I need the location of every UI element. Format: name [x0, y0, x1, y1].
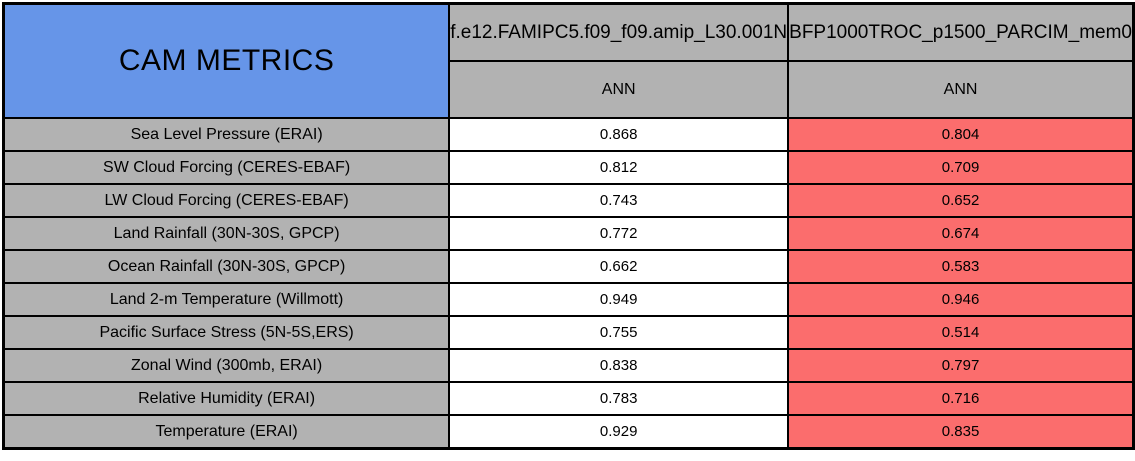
metric-label: SW Cloud Forcing (CERES-EBAF)	[2, 150, 451, 185]
metric-label: Land 2-m Temperature (Willmott)	[2, 282, 451, 317]
cam-metrics-table: CAM METRICS f.e12.FAMIPC5.f09_f09.amip_L…	[2, 2, 1135, 450]
metric-value-run1: 0.838	[448, 348, 790, 383]
metric-value-run2: 0.514	[787, 315, 1135, 350]
run-name-header-2: BFP1000TROC_p1500_PARCIM_mem0	[787, 2, 1135, 62]
metric-value-run1: 0.812	[448, 150, 790, 185]
metric-value-run1: 0.772	[448, 216, 790, 251]
metric-label: Temperature (ERAI)	[2, 414, 451, 450]
table-row: Relative Humidity (ERAI) 0.783 0.716	[2, 381, 1135, 416]
table-row: Pacific Surface Stress (5N-5S,ERS) 0.755…	[2, 315, 1135, 350]
metric-label: Relative Humidity (ERAI)	[2, 381, 451, 416]
table-row: Ocean Rainfall (30N-30S, GPCP) 0.662 0.5…	[2, 249, 1135, 284]
metric-label: Zonal Wind (300mb, ERAI)	[2, 348, 451, 383]
run-name-header-1: f.e12.FAMIPC5.f09_f09.amip_L30.001N	[448, 2, 790, 62]
metric-label: Pacific Surface Stress (5N-5S,ERS)	[2, 315, 451, 350]
table-row: LW Cloud Forcing (CERES-EBAF) 0.743 0.65…	[2, 183, 1135, 218]
season-header-2: ANN	[787, 60, 1135, 119]
metric-value-run1: 0.743	[448, 183, 790, 218]
metric-value-run1: 0.929	[448, 414, 790, 450]
table-row: Temperature (ERAI) 0.929 0.835	[2, 414, 1135, 450]
metric-value-run1: 0.783	[448, 381, 790, 416]
metric-value-run1: 0.868	[448, 117, 790, 152]
table-row: SW Cloud Forcing (CERES-EBAF) 0.812 0.70…	[2, 150, 1135, 185]
metric-label: LW Cloud Forcing (CERES-EBAF)	[2, 183, 451, 218]
metric-value-run2: 0.583	[787, 249, 1135, 284]
table-row: Sea Level Pressure (ERAI) 0.868 0.804	[2, 117, 1135, 152]
header-row-seasons: ANN ANN	[4, 60, 1135, 119]
header-row-run-names: CAM METRICS f.e12.FAMIPC5.f09_f09.amip_L…	[2, 2, 1135, 119]
table-row: Land 2-m Temperature (Willmott) 0.949 0.…	[2, 282, 1135, 317]
metric-value-run2: 0.797	[787, 348, 1135, 383]
metric-value-run2: 0.709	[787, 150, 1135, 185]
metric-value-run2: 0.835	[787, 414, 1135, 450]
metric-value-run2: 0.946	[787, 282, 1135, 317]
metric-value-run1: 0.949	[448, 282, 790, 317]
table-title: CAM METRICS	[2, 2, 451, 119]
season-header-1: ANN	[448, 60, 790, 119]
metric-label: Sea Level Pressure (ERAI)	[2, 117, 451, 152]
metric-label: Land Rainfall (30N-30S, GPCP)	[2, 216, 451, 251]
metric-value-run1: 0.755	[448, 315, 790, 350]
metric-value-run1: 0.662	[448, 249, 790, 284]
metric-value-run2: 0.674	[787, 216, 1135, 251]
table-row: Land Rainfall (30N-30S, GPCP) 0.772 0.67…	[2, 216, 1135, 251]
metric-label: Ocean Rainfall (30N-30S, GPCP)	[2, 249, 451, 284]
metric-value-run2: 0.804	[787, 117, 1135, 152]
table-row: Zonal Wind (300mb, ERAI) 0.838 0.797	[2, 348, 1135, 383]
metric-value-run2: 0.716	[787, 381, 1135, 416]
metric-value-run2: 0.652	[787, 183, 1135, 218]
